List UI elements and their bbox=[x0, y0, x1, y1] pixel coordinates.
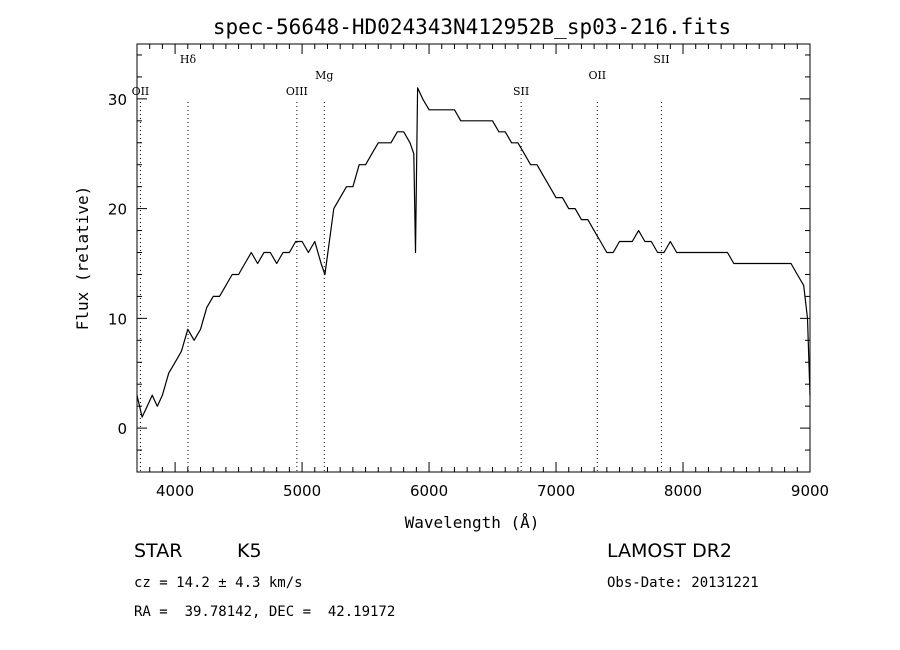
x-axis-label: Wavelength (Å) bbox=[405, 513, 540, 532]
line-marker-label: OII bbox=[132, 85, 150, 98]
tick-labels: 4000 5000 6000 7000 8000 9000 0 10 20 30 bbox=[108, 91, 829, 500]
line-marker-label: SII bbox=[653, 53, 669, 66]
x-tick-label: 5000 bbox=[283, 482, 321, 500]
plot-frame bbox=[136, 43, 811, 473]
spectrum-series-line bbox=[136, 87, 811, 418]
line-marker-label: OII bbox=[588, 69, 606, 82]
obs-date: Obs-Date: 20131221 bbox=[607, 575, 759, 591]
x-tick-label: 7000 bbox=[537, 482, 575, 500]
emission-line-markers: OII Hδ OIII Mg SII OII SII bbox=[132, 53, 670, 472]
axis-ticks bbox=[136, 44, 811, 473]
line-marker-label: OIII bbox=[286, 85, 308, 98]
ra-dec-coordinates: RA = 39.78142, DEC = 42.19172 bbox=[134, 604, 396, 620]
object-class: STAR bbox=[134, 540, 183, 562]
y-tick-label: 10 bbox=[108, 310, 127, 328]
x-tick-label: 4000 bbox=[156, 482, 194, 500]
y-tick-label: 0 bbox=[117, 420, 127, 438]
survey-name: LAMOST DR2 bbox=[607, 540, 732, 562]
redshift-cz: cz = 14.2 ± 4.3 km/s bbox=[134, 575, 303, 591]
line-marker-label: Hδ bbox=[180, 53, 197, 66]
y-tick-label: 20 bbox=[108, 201, 127, 219]
y-tick-label: 30 bbox=[108, 91, 127, 109]
x-tick-label: 6000 bbox=[410, 482, 448, 500]
chart-title: spec-56648-HD024343N412952B_sp03-216.fit… bbox=[213, 15, 731, 39]
x-tick-label: 9000 bbox=[791, 482, 829, 500]
series-layer bbox=[136, 87, 811, 418]
x-tick-label: 8000 bbox=[664, 482, 702, 500]
object-subclass: K5 bbox=[237, 540, 262, 562]
y-axis-label: Flux (relative) bbox=[73, 186, 92, 331]
line-marker-label: Mg bbox=[315, 69, 333, 82]
line-marker-label: SII bbox=[513, 85, 529, 98]
